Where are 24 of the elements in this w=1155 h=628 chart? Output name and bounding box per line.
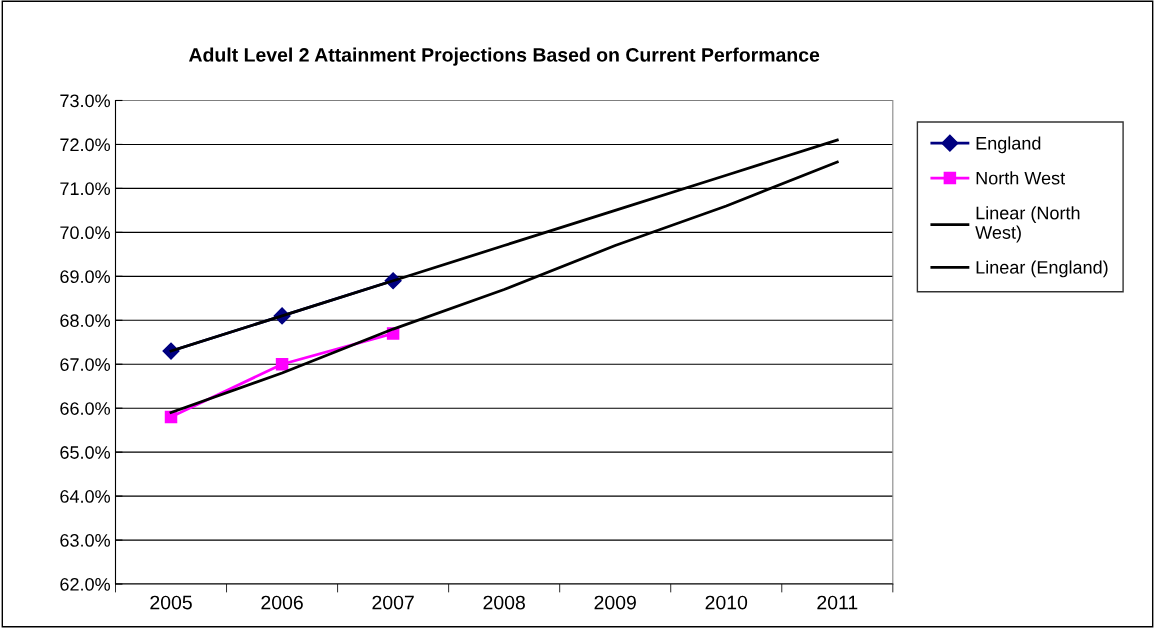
y-tick-label: 65.0% bbox=[60, 446, 110, 459]
chart-title: Adult Level 2 Attainment Projections Based on Current Performance bbox=[188, 47, 820, 66]
x-tick-label: 2008 bbox=[483, 595, 525, 610]
x-tick-label: 2006 bbox=[261, 595, 303, 610]
y-tick-label: 73.0% bbox=[60, 94, 110, 108]
legend-label: Linear (England) bbox=[976, 260, 1108, 278]
y-tick-label: 64.0% bbox=[60, 490, 110, 503]
legend-label: Linear (North West) bbox=[975, 206, 1080, 243]
x-tick-label: 2010 bbox=[705, 595, 748, 610]
y-tick-label: 66.0% bbox=[60, 402, 110, 415]
legend-label: England bbox=[976, 136, 1041, 154]
y-tick-label: 67.0% bbox=[60, 358, 110, 371]
y-tick-label: 62.0% bbox=[60, 577, 110, 591]
y-tick-label: 63.0% bbox=[60, 534, 110, 547]
x-tick-label: 2005 bbox=[150, 595, 192, 610]
x-tick-label: 2011 bbox=[817, 595, 858, 610]
y-tick-label: 72.0% bbox=[60, 138, 110, 152]
x-tick-label: 2007 bbox=[372, 595, 414, 610]
x-tick-label: 2009 bbox=[594, 595, 636, 610]
y-tick-label: 69.0% bbox=[60, 270, 110, 284]
legend-label: North West bbox=[976, 171, 1066, 185]
y-tick-label: 71.0% bbox=[60, 182, 110, 196]
y-tick-label: 68.0% bbox=[60, 314, 110, 327]
y-tick-label: 70.0% bbox=[60, 226, 110, 240]
